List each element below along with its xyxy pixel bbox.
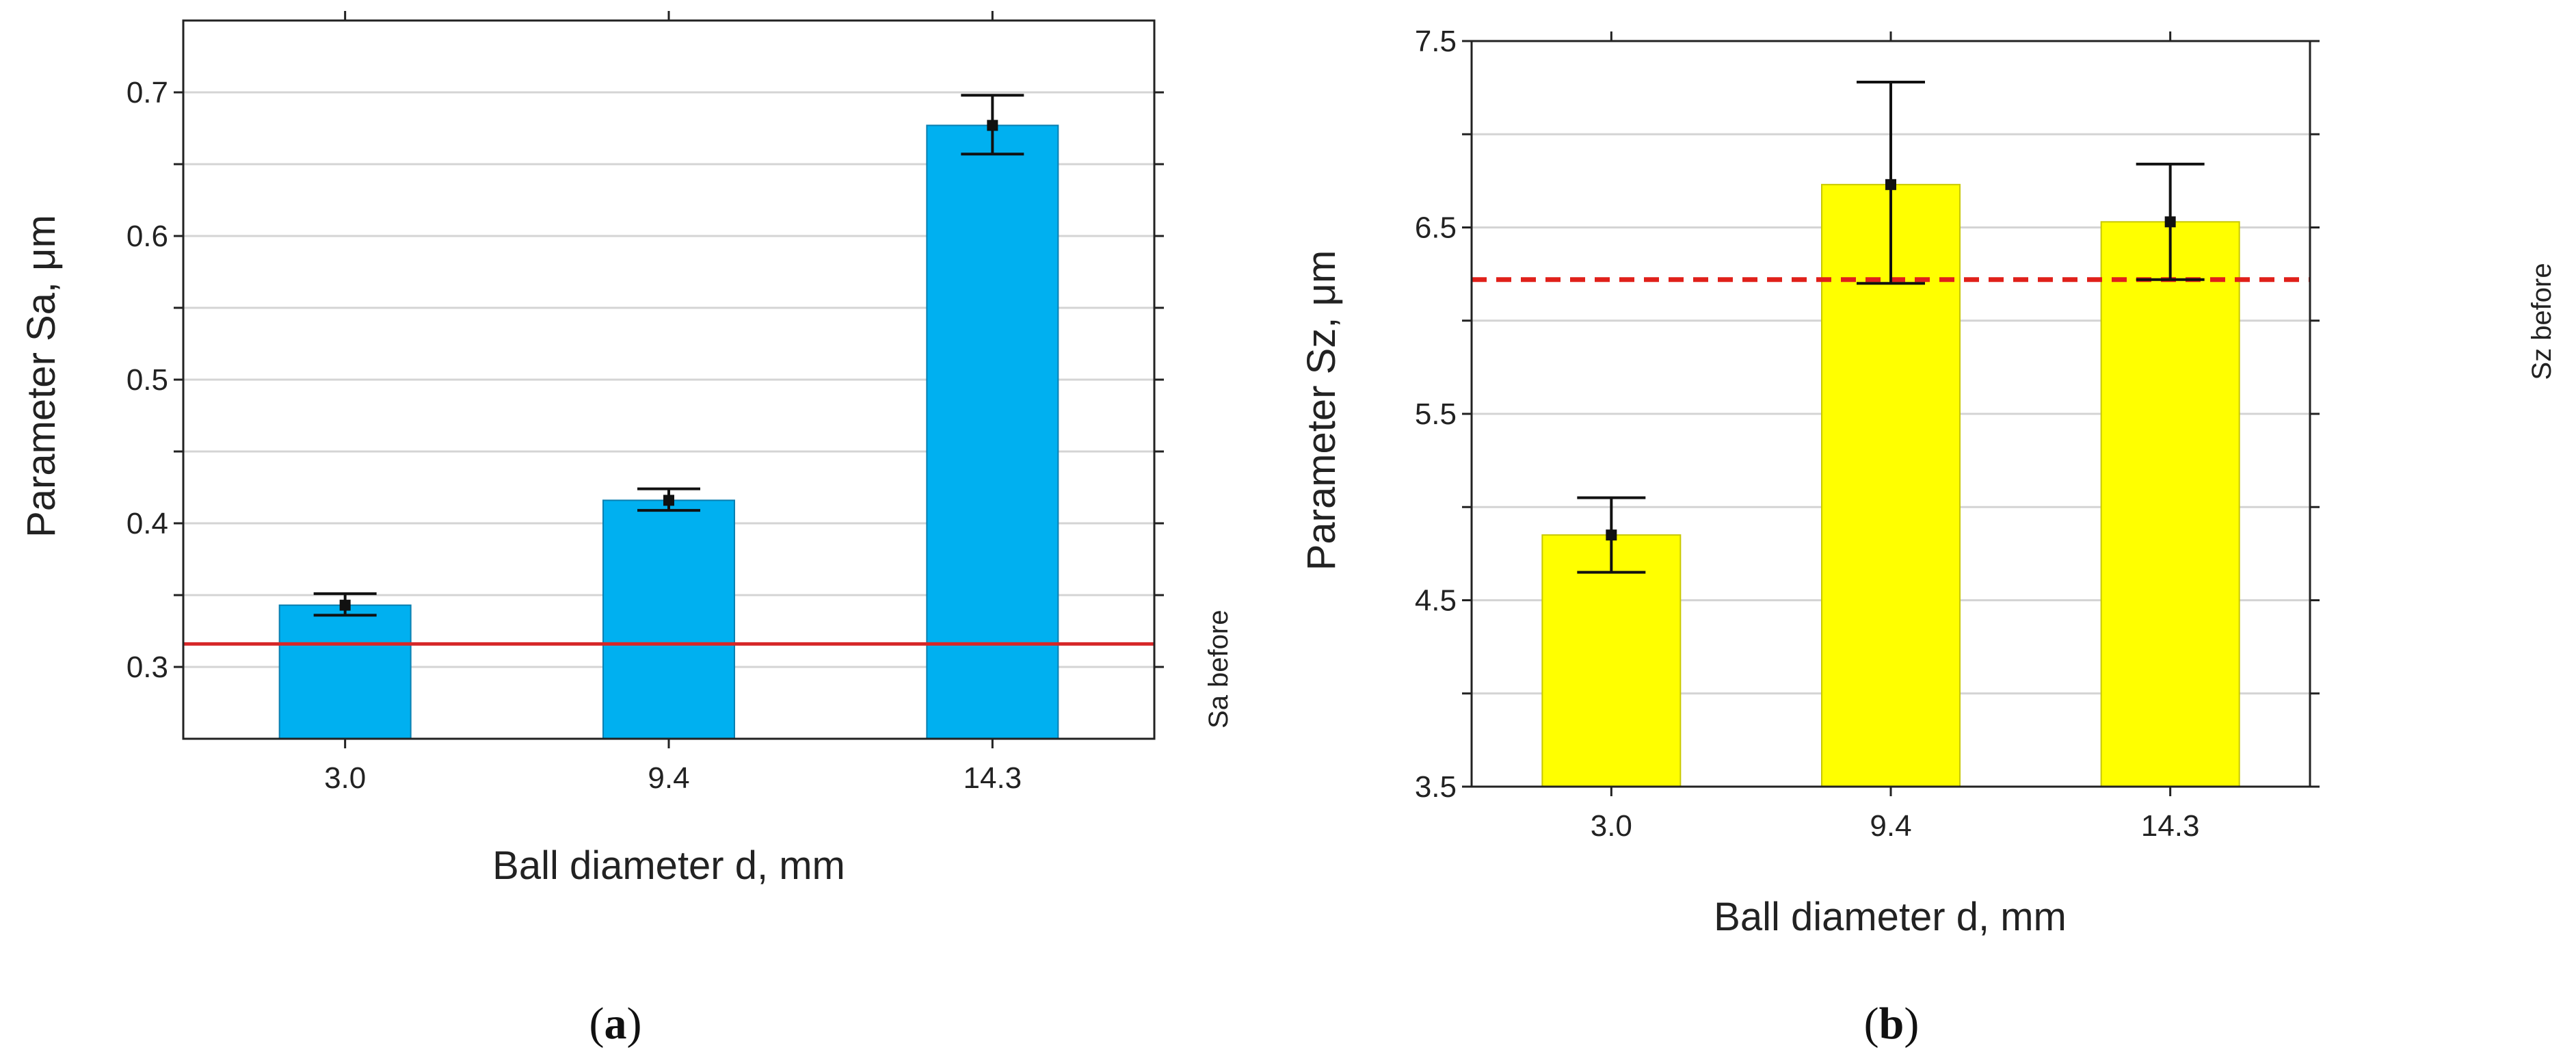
mean-marker bbox=[1885, 179, 1896, 190]
x-tick-label: 9.4 bbox=[648, 761, 689, 795]
panel-caption: (a) bbox=[589, 999, 642, 1049]
reference-line-label: Sz before bbox=[2527, 263, 2557, 380]
x-tick-label: 3.0 bbox=[324, 761, 366, 795]
chart-a: 0.3 0.4 0.5 0.6 0.7 3.0 9.4 14.3 Ball diameter … bbox=[19, 11, 1234, 1049]
x-axis-title: Ball diameter d, mm bbox=[1714, 895, 2067, 939]
x-tick-label: 3.0 bbox=[1591, 809, 1632, 843]
mean-marker bbox=[1606, 529, 1617, 541]
y-tick-label: 6.5 bbox=[1415, 211, 1457, 245]
chart-b: 3.5 4.5 5.5 6.5 7.5 3.0 9.4 14.3 Ball diameter … bbox=[1299, 25, 2557, 1049]
y-tick-label: 5.5 bbox=[1415, 397, 1457, 431]
y-axis-title: Parameter Sz, μm bbox=[1299, 250, 1344, 571]
bar bbox=[278, 604, 412, 740]
panel-label: b bbox=[1879, 999, 1904, 1049]
mean-marker bbox=[663, 495, 674, 506]
panel-label: a bbox=[605, 999, 627, 1049]
y-tick-label: 0.4 bbox=[127, 507, 168, 540]
chart-panel-a: 0.3 0.4 0.5 0.6 0.7 3.0 9.4 14.3 Ball diameter … bbox=[0, 0, 1286, 1063]
bar bbox=[1821, 183, 1961, 787]
reference-line-label: Sa before bbox=[1204, 610, 1234, 729]
chart-panel-b: 3.5 4.5 5.5 6.5 7.5 3.0 9.4 14.3 Ball diameter … bbox=[1286, 0, 2576, 1063]
x-axis-title: Ball diameter d, mm bbox=[492, 843, 845, 888]
mean-marker bbox=[987, 120, 998, 131]
mean-marker bbox=[339, 599, 351, 611]
y-axis-title: Parameter Sa, μm bbox=[19, 215, 64, 538]
bar bbox=[602, 499, 735, 740]
x-tick-label: 14.3 bbox=[964, 761, 1022, 795]
y-tick-label: 0.6 bbox=[127, 220, 168, 253]
y-tick-label: 0.3 bbox=[127, 651, 168, 684]
panel-caption: (b) bbox=[1864, 999, 1920, 1049]
y-tick-label: 0.5 bbox=[127, 363, 168, 397]
bar bbox=[2100, 221, 2240, 787]
y-tick-label: 4.5 bbox=[1415, 584, 1457, 618]
x-tick-label: 9.4 bbox=[1870, 809, 1911, 843]
y-tick-label: 3.5 bbox=[1415, 770, 1457, 804]
y-tick-label: 7.5 bbox=[1415, 25, 1457, 58]
y-tick-label: 0.7 bbox=[127, 76, 168, 109]
mean-marker bbox=[2164, 216, 2176, 228]
x-tick-label: 14.3 bbox=[2141, 809, 2200, 843]
bar bbox=[1541, 534, 1682, 787]
bar bbox=[926, 124, 1059, 740]
